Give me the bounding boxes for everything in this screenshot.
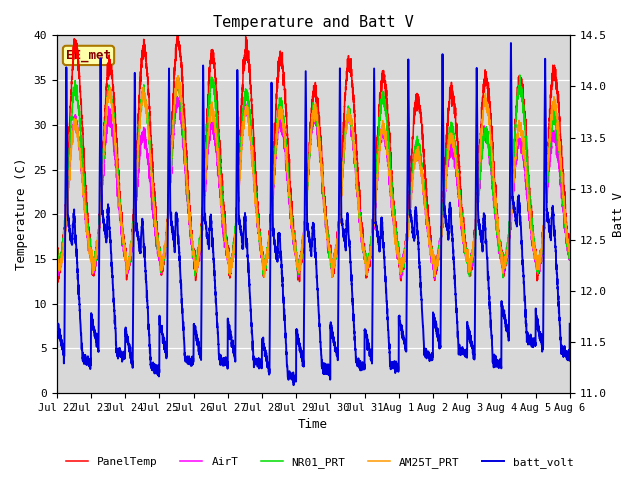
batt_volt xyxy=(290,382,298,388)
batt_volt xyxy=(457,349,465,355)
AirT xyxy=(458,216,465,222)
Y-axis label: Temperature (C): Temperature (C) xyxy=(15,158,28,270)
NR01_PRT xyxy=(294,265,301,271)
AM25T_PRT xyxy=(328,274,336,280)
AM25T_PRT xyxy=(145,133,153,139)
batt_volt xyxy=(428,355,436,361)
PanelTemp xyxy=(54,279,62,285)
PanelTemp xyxy=(566,249,573,254)
AirT xyxy=(565,254,573,260)
PanelTemp xyxy=(565,247,573,252)
AirT xyxy=(53,255,61,261)
PanelTemp xyxy=(294,274,302,279)
AM25T_PRT xyxy=(400,261,408,266)
batt_volt xyxy=(565,350,573,356)
AM25T_PRT xyxy=(566,254,573,260)
Y-axis label: Batt V: Batt V xyxy=(612,192,625,237)
Text: EE_met: EE_met xyxy=(66,49,111,62)
NR01_PRT xyxy=(457,206,465,212)
AirT xyxy=(428,257,436,263)
NR01_PRT xyxy=(499,275,507,281)
AM25T_PRT xyxy=(174,73,182,79)
batt_volt xyxy=(294,336,301,342)
AirT xyxy=(431,276,439,282)
AirT xyxy=(400,257,408,263)
NR01_PRT xyxy=(516,72,524,78)
NR01_PRT xyxy=(53,245,61,251)
AirT xyxy=(294,269,301,275)
AirT xyxy=(173,94,181,99)
AM25T_PRT xyxy=(53,256,61,262)
PanelTemp xyxy=(53,254,61,260)
Title: Temperature and Batt V: Temperature and Batt V xyxy=(213,15,413,30)
PanelTemp xyxy=(174,26,182,32)
AM25T_PRT xyxy=(294,262,301,267)
Line: batt_volt: batt_volt xyxy=(57,43,570,385)
batt_volt xyxy=(507,40,515,46)
AM25T_PRT xyxy=(428,260,436,266)
NR01_PRT xyxy=(565,243,573,249)
PanelTemp xyxy=(400,258,408,264)
Line: PanelTemp: PanelTemp xyxy=(57,29,570,282)
NR01_PRT xyxy=(399,259,407,265)
PanelTemp xyxy=(428,245,436,251)
Line: AM25T_PRT: AM25T_PRT xyxy=(57,76,570,277)
Line: NR01_PRT: NR01_PRT xyxy=(57,75,570,278)
Line: AirT: AirT xyxy=(57,96,570,279)
Legend: PanelTemp, AirT, NR01_PRT, AM25T_PRT, batt_volt: PanelTemp, AirT, NR01_PRT, AM25T_PRT, ba… xyxy=(61,452,579,472)
batt_volt xyxy=(145,331,153,336)
batt_volt xyxy=(566,321,573,327)
AM25T_PRT xyxy=(458,223,465,228)
NR01_PRT xyxy=(566,256,573,262)
batt_volt xyxy=(400,335,408,340)
PanelTemp xyxy=(458,186,465,192)
X-axis label: Time: Time xyxy=(298,419,328,432)
AirT xyxy=(566,256,573,262)
AirT xyxy=(145,167,153,173)
PanelTemp xyxy=(145,96,153,102)
AM25T_PRT xyxy=(565,242,573,248)
NR01_PRT xyxy=(428,245,436,251)
NR01_PRT xyxy=(145,126,153,132)
batt_volt xyxy=(53,320,61,325)
